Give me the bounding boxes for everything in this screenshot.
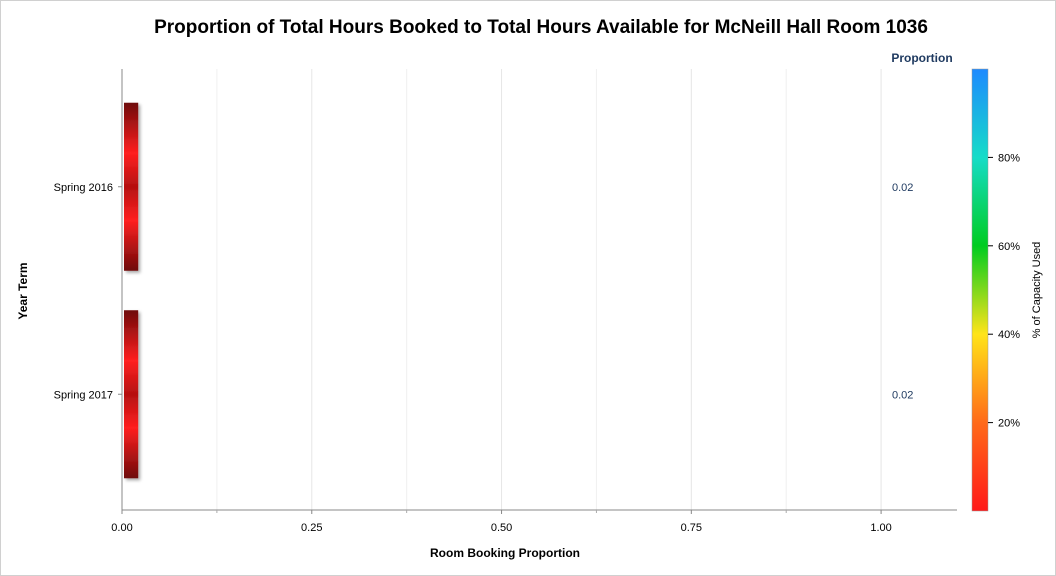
y-axis-title: Year Term <box>16 262 30 319</box>
x-tick-label: 0.75 <box>681 522 702 534</box>
legend-tick-label: 60% <box>998 241 1020 253</box>
x-tick-label: 0.00 <box>111 522 132 534</box>
y-tick-label: Spring 2017 <box>54 389 113 401</box>
bars <box>124 102 139 479</box>
legend-tick-label: 40% <box>998 329 1020 341</box>
x-tick-label: 0.25 <box>301 522 322 534</box>
chart-title: Proportion of Total Hours Booked to Tota… <box>154 17 928 38</box>
value-label: 0.02 <box>892 182 913 194</box>
grid <box>216 69 882 510</box>
color-legend: 20% 40% 60% 80% <box>971 68 1020 512</box>
color-legend-bar <box>971 68 989 512</box>
axes: 0.00 0.25 0.50 0.75 1.00 Spring 2016 Spring 20… <box>54 69 957 534</box>
value-label: 0.02 <box>892 389 913 401</box>
legend-tick-label: 20% <box>998 418 1020 430</box>
x-tick-label: 0.50 <box>491 522 512 534</box>
y-tick-label: Spring 2016 <box>54 182 113 194</box>
bar <box>124 102 139 271</box>
color-legend-title: % of Capacity Used <box>1031 242 1043 339</box>
value-labels: 0.02 0.02 <box>892 182 913 402</box>
bar <box>124 310 139 479</box>
x-axis-title: Room Booking Proportion <box>430 546 580 560</box>
x-tick-label: 1.00 <box>870 522 891 534</box>
legend-tick-label: 80% <box>998 152 1020 164</box>
value-column-header: Proportion <box>891 51 952 65</box>
